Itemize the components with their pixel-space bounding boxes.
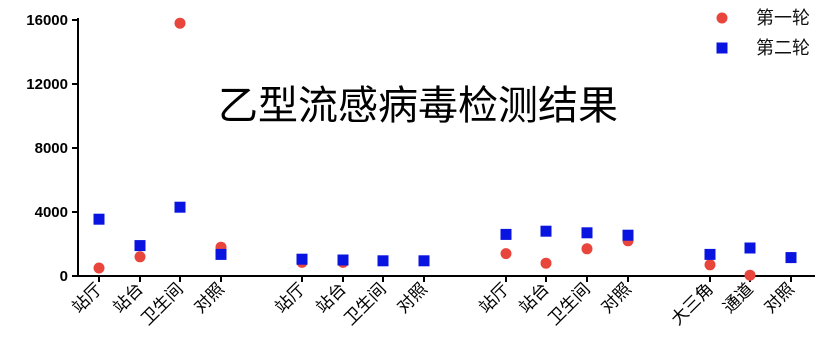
legend-marker [716,42,728,54]
point-round1 [540,257,552,269]
point-round2 [540,225,552,237]
chart-title: 乙型流感病毒检测结果 [218,83,618,129]
legend-label: 第二轮 [756,38,810,59]
y-tick-label: 8000 [35,140,68,157]
point-round2 [622,229,634,241]
y-tick-label: 12000 [26,76,68,93]
point-round1 [93,262,105,274]
point-round2 [296,253,308,265]
point-round1 [134,251,146,263]
y-ticks: 0 4000 8000 12000 16000 [26,12,78,285]
x-category-label: 大三角 [667,279,717,329]
point-round2 [744,242,756,254]
point-round2 [418,255,430,267]
point-round2 [704,248,716,260]
x-category-label: 对照 [393,279,431,317]
point-round2 [377,255,389,267]
point-round1 [744,269,756,281]
legend-label: 第一轮 [756,8,810,29]
x-category-label: 站厅 [68,279,106,317]
point-round1 [704,259,716,271]
point-round2 [215,248,227,260]
x-category-label: 对照 [190,279,228,317]
axes [77,18,815,277]
point-round2 [785,252,797,264]
x-category-label: 站厅 [271,279,309,317]
point-round2 [500,228,512,240]
y-tick-label: 0 [60,268,68,285]
data-points [93,17,797,281]
x-category-label: 对照 [760,279,798,317]
point-round2 [93,213,105,225]
point-round1 [581,243,593,255]
point-round2 [581,227,593,239]
x-category-label: 卫生间 [137,279,187,329]
legend-marker [716,12,728,24]
y-tick-label: 4000 [35,204,68,221]
x-category-label: 对照 [597,279,635,317]
x-category-label: 通道 [719,279,757,317]
point-round2 [174,201,186,213]
point-round2 [134,240,146,252]
x-category-label: 卫生间 [340,279,390,329]
point-round1 [500,248,512,260]
point-round1 [174,17,186,29]
y-tick-label: 16000 [26,12,68,29]
x-category-label: 卫生间 [544,279,594,329]
x-category-label: 站厅 [475,279,513,317]
point-round2 [337,254,349,266]
